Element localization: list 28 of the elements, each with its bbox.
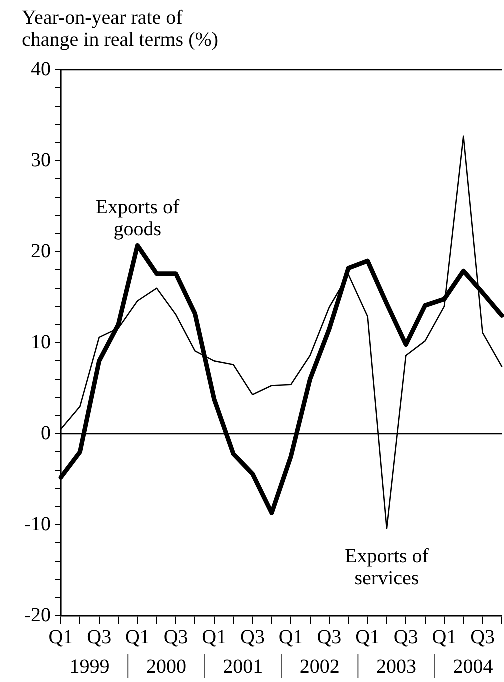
- series-label: Exports of goods: [96, 196, 180, 241]
- y-tick-label: 30: [31, 149, 51, 172]
- y-tick-label: 10: [31, 331, 51, 354]
- x-tick-label: Q1: [432, 626, 457, 648]
- y-tick-label: -10: [24, 513, 51, 536]
- text: 2003: [376, 656, 417, 678]
- y-tick-label: -20: [24, 604, 51, 626]
- x-tick-label: Q3: [394, 626, 418, 648]
- text: 2000: [146, 656, 186, 678]
- x-tick-label: Q3: [164, 626, 188, 648]
- x-tick-label: Q3: [317, 626, 342, 648]
- x-tick-label: Q3: [240, 626, 265, 648]
- series-label: Exports of services: [345, 546, 430, 590]
- y-tick-label: 20: [31, 240, 51, 262]
- y-tick-label: 0: [41, 422, 51, 444]
- y-tick-label: 40: [31, 58, 51, 80]
- x-tick-label: Q1: [202, 626, 227, 648]
- x-tick-label: Q1: [125, 626, 150, 648]
- text: 1999: [70, 656, 110, 678]
- y-axis-title: Year-on-year rate of change in real terms (%): [22, 7, 219, 51]
- x-tick-label: Q3: [87, 626, 112, 648]
- x-tick-label: Q3: [470, 626, 496, 648]
- text: 2004: [453, 656, 494, 678]
- text: 2002: [300, 656, 340, 678]
- x-tick-label: Q1: [48, 626, 74, 648]
- text: 2001: [223, 656, 264, 678]
- x-tick-label: Q1: [278, 626, 304, 648]
- x-tick-label: Q1: [356, 626, 380, 648]
